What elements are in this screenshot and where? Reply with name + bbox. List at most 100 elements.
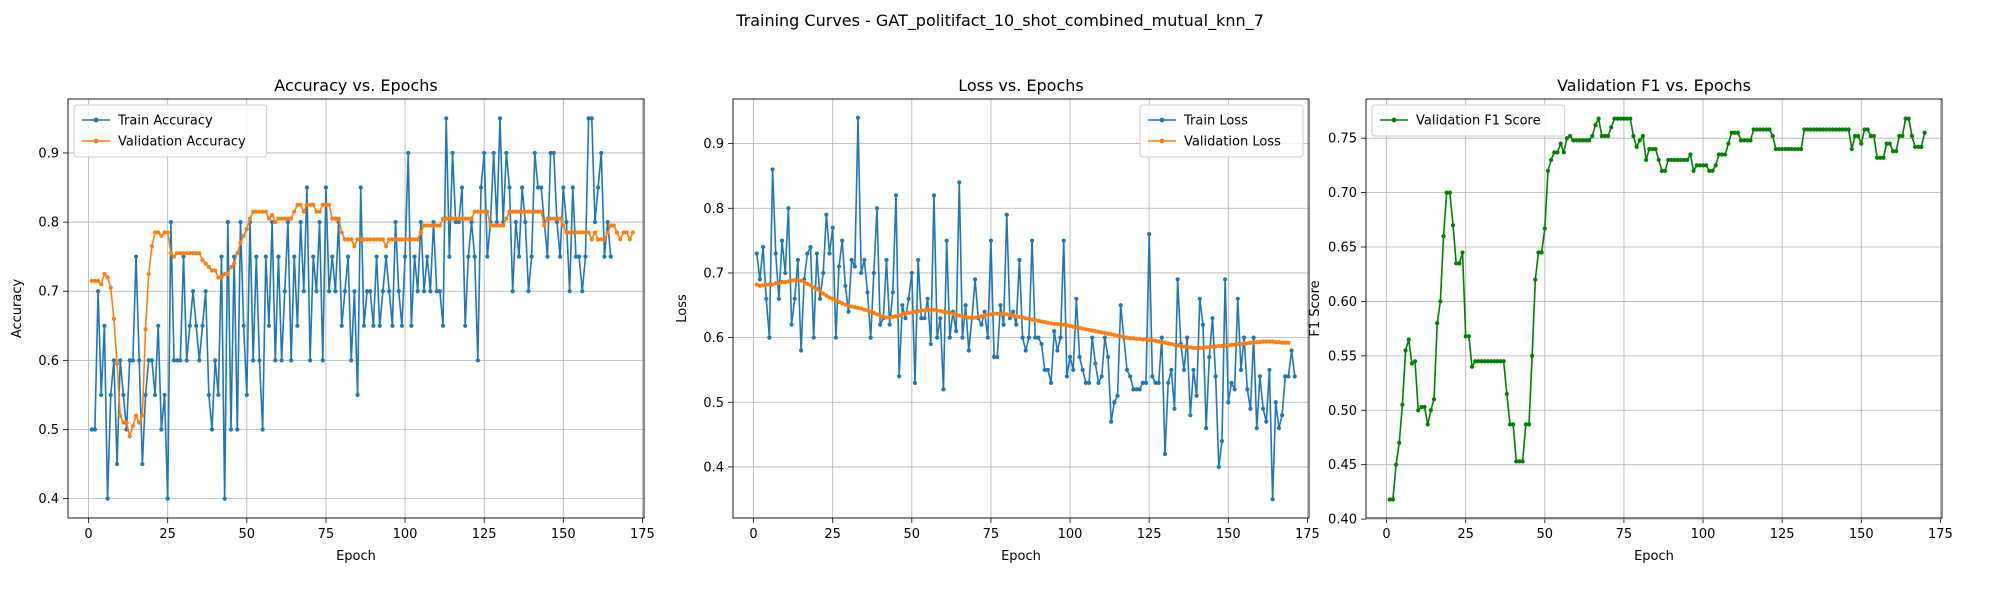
f1-chart-series-0-point: [1742, 138, 1747, 143]
accuracy-chart-series-1-point: [472, 209, 477, 214]
loss-chart-series-1-point: [814, 287, 819, 292]
accuracy-chart-series-1-point: [542, 223, 547, 228]
accuracy-chart-series-1-point: [295, 202, 300, 207]
loss-chart-series-0-point: [1261, 406, 1266, 411]
f1-chart-series-0-point: [1609, 125, 1614, 130]
accuracy-chart-series-0-point: [92, 427, 97, 432]
accuracy-chart-series-0-point: [270, 219, 275, 225]
loss-chart-series-1-point: [874, 312, 880, 317]
loss-chart-series-0-point: [1045, 367, 1050, 373]
loss-chart-ytick-label: 0.9: [703, 137, 724, 152]
loss-chart-series-0-point: [871, 270, 876, 276]
loss-chart-xtick-label: 150: [1216, 527, 1241, 542]
loss-chart-series-0-point: [821, 270, 826, 276]
loss-chart-series-1-point: [798, 278, 804, 283]
loss-chart-series-0-point: [868, 335, 873, 340]
loss-chart-series-1-point: [1093, 329, 1098, 334]
loss-chart-series-0-point: [1248, 406, 1253, 411]
loss-chart-series-1-point: [1112, 332, 1117, 338]
loss-chart-series-1-point: [1064, 323, 1069, 328]
f1-chart-series-0-point: [1568, 133, 1573, 139]
accuracy-chart-series-1-point: [285, 216, 291, 221]
f1-chart-series-0-point: [1675, 157, 1680, 163]
f1-chart-series-0-point: [1441, 234, 1446, 239]
loss-chart-series-1-point: [1280, 340, 1285, 345]
loss-chart-series-0-point: [760, 244, 766, 250]
loss-chart-series-1-point: [1077, 325, 1082, 330]
f1-chart-ytick-label: 0.65: [1328, 241, 1357, 256]
loss-chart-series-1-point: [884, 315, 889, 320]
loss-chart-ylabel: Loss: [675, 294, 690, 323]
loss-chart-series-1-point: [1090, 328, 1095, 333]
f1-chart-series-0-point: [1833, 127, 1839, 132]
loss-chart-series-0-point: [1267, 367, 1272, 373]
loss-chart-series-0-point: [1273, 400, 1278, 405]
accuracy-chart-series-1-point: [485, 209, 490, 214]
loss-chart-series-0-point: [852, 264, 857, 269]
f1-chart-series-0-point: [1852, 133, 1858, 139]
accuracy-chart-series-0-point: [184, 358, 189, 363]
loss-chart-series-0-point: [1042, 367, 1047, 373]
loss-chart-series-1-point: [922, 308, 927, 313]
loss-chart-ytick-label: 0.6: [703, 331, 724, 346]
f1-chart-series-0-point: [1723, 152, 1728, 157]
f1-chart-xtick-label: 0: [1382, 527, 1390, 542]
f1-chart-series-0-point: [1875, 155, 1880, 160]
loss-chart-series-1-point: [1153, 338, 1158, 343]
accuracy-chart-series-0-point: [577, 254, 582, 259]
accuracy-chart-series-0-point: [586, 116, 591, 121]
loss-chart-series-0-point: [1099, 374, 1104, 379]
loss-chart-series-1-point: [1219, 343, 1225, 349]
loss-chart-series-1-point: [1083, 327, 1088, 332]
loss-chart-series-1-point: [935, 308, 940, 313]
loss-chart-ytick-label: 0.5: [703, 396, 724, 411]
loss-chart-series-1-point: [887, 315, 892, 320]
loss-chart-series-1-point: [770, 282, 775, 287]
loss-chart-series-0-point: [928, 341, 933, 347]
loss-chart-series-1-point: [764, 282, 769, 287]
loss-chart-series-0-point: [1235, 296, 1240, 301]
f1-chart-series-0-point: [1653, 146, 1658, 152]
loss-chart-series-1-point: [881, 314, 886, 320]
accuracy-chart-series-0-point: [168, 219, 173, 225]
accuracy-chart-series-0-point: [235, 427, 240, 432]
loss-chart-series-1-point: [1156, 339, 1161, 344]
f1-chart-series-0-point: [1830, 127, 1835, 132]
loss-chart-series-0-point: [1216, 464, 1221, 470]
accuracy-chart-series-0-point: [178, 358, 183, 363]
accuracy-chart-series-1-point: [140, 413, 145, 418]
loss-chart-series-0-point: [1080, 367, 1085, 373]
f1-chart-series-0-point: [1697, 163, 1702, 168]
loss-chart-series-0-point: [770, 167, 775, 172]
f1-chart-frame: [1365, 98, 1943, 519]
loss-chart-series-1-point: [973, 315, 978, 320]
accuracy-chart-series-1-point: [213, 268, 218, 273]
loss-chart-series-1-point: [1248, 340, 1253, 345]
loss-chart-series-0-point: [865, 290, 870, 295]
accuracy-chart-series-0-point: [608, 254, 613, 259]
loss-chart-series-1-point: [779, 279, 785, 285]
accuracy-chart-series-1-point: [396, 237, 401, 242]
loss-chart-series-0-point: [805, 251, 810, 256]
accuracy-chart-series-0-point: [121, 392, 126, 398]
accuracy-chart-series-0-point: [431, 219, 436, 225]
loss-chart-series-1-point: [957, 313, 962, 318]
loss-chart-series-0-point: [767, 335, 772, 340]
f1-chart-series-0-point: [1656, 157, 1661, 163]
accuracy-chart-series-0-point: [406, 150, 411, 156]
loss-chart-series-1-point: [1276, 340, 1282, 345]
accuracy-chart-series-1-point: [124, 420, 129, 425]
accuracy-chart-series-0-point: [396, 289, 401, 294]
loss-chart-xtick-label: 25: [824, 527, 841, 542]
loss-chart-series-0-point: [1074, 296, 1079, 301]
loss-chart-series-0-point: [830, 225, 835, 230]
f1-chart-series-0-point: [1799, 146, 1804, 152]
f1-chart-series-0-point: [1631, 133, 1636, 139]
f1-chart-series-0-point: [1593, 123, 1598, 128]
accuracy-chart-series-0-point: [352, 289, 357, 294]
accuracy-chart-series-0-point: [504, 150, 509, 156]
accuracy-chart-series-1-point: [270, 213, 275, 218]
f1-chart-series-0-point: [1390, 497, 1395, 502]
loss-chart-series-1-point: [1229, 342, 1234, 347]
accuracy-chart-series-0-point: [494, 219, 499, 225]
